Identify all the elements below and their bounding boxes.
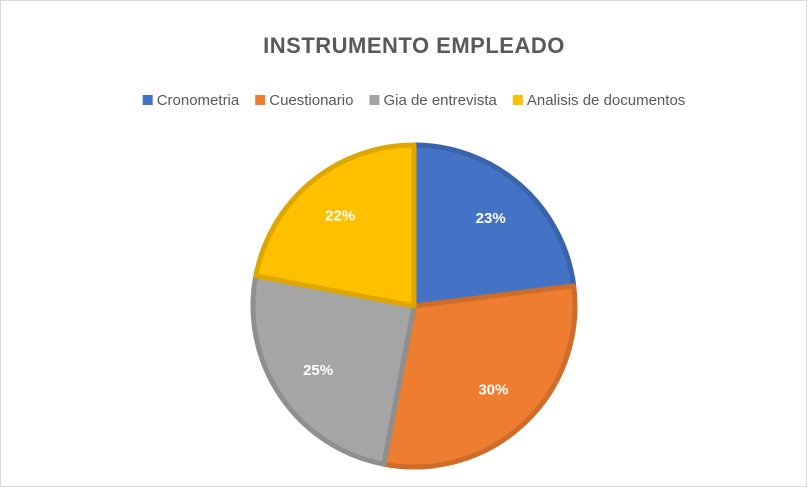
legend-label: Gia de entrevista	[383, 92, 497, 109]
data-label: 30%	[478, 381, 508, 398]
legend-swatch	[255, 95, 266, 105]
data-label: 25%	[303, 362, 333, 379]
slice-outline	[253, 142, 417, 309]
data-label: 22%	[325, 208, 355, 225]
legend-label: Cuestionario	[269, 92, 353, 109]
chart-title: INSTRUMENTO EMPLEADO	[263, 33, 565, 58]
legend-label: Cronometria	[157, 92, 240, 109]
pie-slice	[253, 142, 417, 309]
pie-slice	[411, 142, 577, 309]
slice-outline	[381, 283, 578, 470]
legend-swatch	[142, 95, 153, 105]
slice-outline	[411, 142, 577, 309]
data-label: 23%	[476, 210, 506, 227]
slice-outline	[250, 273, 417, 467]
legend-swatch	[369, 95, 380, 105]
pie-slice	[381, 283, 578, 470]
legend-swatch	[512, 95, 523, 105]
pie-slice	[250, 273, 417, 467]
legend-label: Analisis de documentos	[527, 92, 685, 109]
